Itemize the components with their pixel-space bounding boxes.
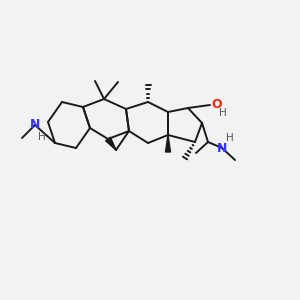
Text: N: N xyxy=(217,142,227,154)
Text: N: N xyxy=(30,118,40,131)
Polygon shape xyxy=(166,135,170,152)
Text: H: H xyxy=(219,108,227,118)
Text: H: H xyxy=(38,132,46,142)
Text: H: H xyxy=(226,133,234,143)
Text: O: O xyxy=(211,98,222,112)
Polygon shape xyxy=(106,137,116,150)
